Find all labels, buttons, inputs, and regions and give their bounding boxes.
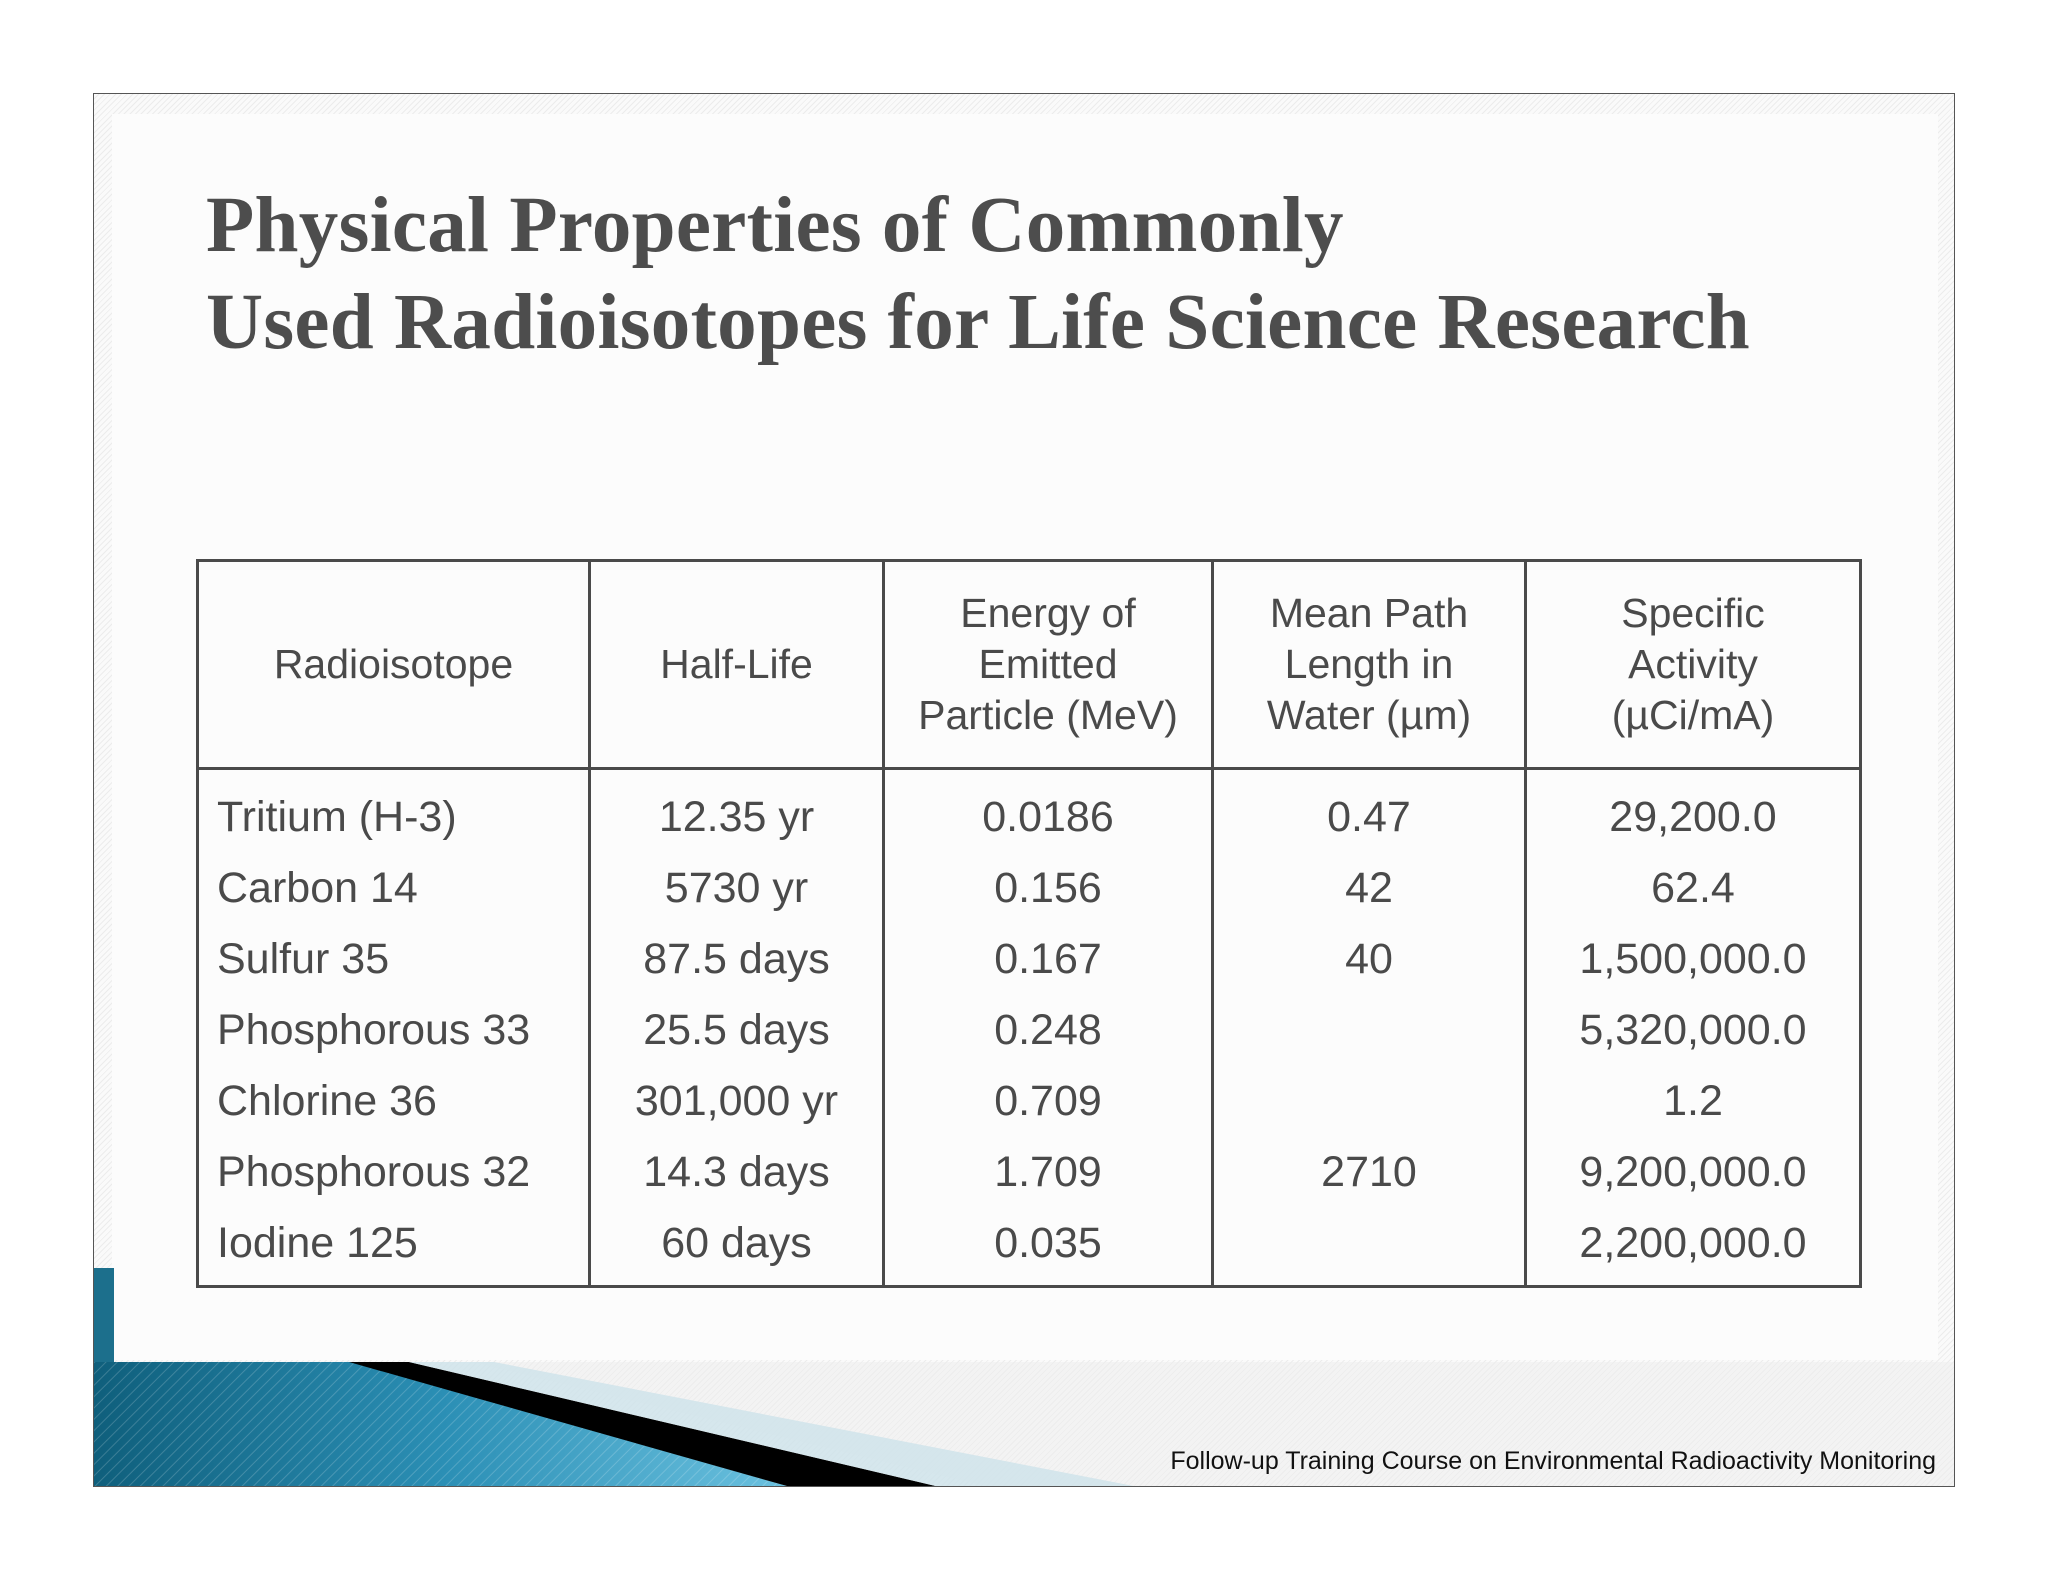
cell-radioisotope: Phosphorous 33 <box>196 995 591 1066</box>
column-header-mean-path: Mean Path Length in Water (µm) <box>1211 559 1527 770</box>
cell-half-life: 301,000 yr <box>588 1066 885 1137</box>
column-header-radioisotope: Radioisotope <box>196 559 591 770</box>
cell-mean-path <box>1211 1208 1527 1287</box>
cell-radioisotope: Phosphorous 32 <box>196 1137 591 1208</box>
table-row: Carbon 14 5730 yr 0.156 42 62.4 <box>196 853 1862 924</box>
cell-specific-activity: 29,200.0 <box>1524 768 1862 853</box>
cell-mean-path: 40 <box>1211 924 1527 995</box>
cell-energy: 1.709 <box>882 1137 1214 1208</box>
radioisotope-table: Radioisotope Half-Life Energy of Emitted P… <box>196 559 1862 1288</box>
cell-specific-activity: 62.4 <box>1524 853 1862 924</box>
cell-half-life: 87.5 days <box>588 924 885 995</box>
cell-radioisotope: Sulfur 35 <box>196 924 591 995</box>
table-row: Iodine 125 60 days 0.035 2,200,000.0 <box>196 1208 1862 1287</box>
cell-half-life: 5730 yr <box>588 853 885 924</box>
cell-energy: 0.156 <box>882 853 1214 924</box>
cell-mean-path: 2710 <box>1211 1137 1527 1208</box>
accent-pale-wedge <box>409 1362 1134 1486</box>
cell-half-life: 14.3 days <box>588 1137 885 1208</box>
cell-specific-activity: 1.2 <box>1524 1066 1862 1137</box>
cell-radioisotope: Iodine 125 <box>196 1208 591 1287</box>
table-row: Tritium (H-3) 12.35 yr 0.0186 0.47 29,20… <box>196 768 1862 853</box>
cell-half-life: 12.35 yr <box>588 768 885 853</box>
table-row: Sulfur 35 87.5 days 0.167 40 1,500,000.0 <box>196 924 1862 995</box>
cell-energy: 0.248 <box>882 995 1214 1066</box>
accent-light-band <box>94 1362 1954 1486</box>
footer-teal-corner <box>94 1268 114 1362</box>
cell-half-life: 60 days <box>588 1208 885 1287</box>
cell-specific-activity: 1,500,000.0 <box>1524 924 1862 995</box>
title-line-2: Used Radioisotopes for Life Science Rese… <box>206 279 1751 366</box>
title-line-1: Physical Properties of Commonly <box>206 182 1344 269</box>
cell-radioisotope: Tritium (H-3) <box>196 768 591 853</box>
cell-mean-path <box>1211 1066 1527 1137</box>
cell-energy: 0.709 <box>882 1066 1214 1137</box>
slide: Physical Properties of Commonly Used Rad… <box>93 93 1955 1487</box>
cell-half-life: 25.5 days <box>588 995 885 1066</box>
cell-mean-path <box>1211 995 1527 1066</box>
cell-radioisotope: Carbon 14 <box>196 853 591 924</box>
accent-black-wedge <box>349 1362 936 1486</box>
footer-caption: Follow-up Training Course on Environment… <box>1170 1447 1936 1475</box>
cell-mean-path: 0.47 <box>1211 768 1527 853</box>
column-header-energy: Energy of Emitted Particle (MeV) <box>882 559 1214 770</box>
cell-energy: 0.035 <box>882 1208 1214 1287</box>
table-row: Chlorine 36 301,000 yr 0.709 1.2 <box>196 1066 1862 1137</box>
column-header-half-life: Half-Life <box>588 559 885 770</box>
footer-decoration <box>94 1362 1954 1486</box>
table-body: Tritium (H-3) 12.35 yr 0.0186 0.47 29,20… <box>196 768 1862 1287</box>
cell-energy: 0.0186 <box>882 768 1214 853</box>
table-header: Radioisotope Half-Life Energy of Emitted P… <box>196 559 1862 770</box>
table-row: Phosphorous 32 14.3 days 1.709 2710 9,20… <box>196 1137 1862 1208</box>
header-row: Radioisotope Half-Life Energy of Emitted P… <box>196 559 1862 770</box>
cell-radioisotope: Chlorine 36 <box>196 1066 591 1137</box>
cell-energy: 0.167 <box>882 924 1214 995</box>
accent-teal-stripes <box>94 1362 788 1486</box>
column-header-specific-activity: Specific Activity (µCi/mA) <box>1524 559 1862 770</box>
table-row: Phosphorous 33 25.5 days 0.248 5,320,000… <box>196 995 1862 1066</box>
cell-specific-activity: 9,200,000.0 <box>1524 1137 1862 1208</box>
cell-specific-activity: 2,200,000.0 <box>1524 1208 1862 1287</box>
slide-title: Physical Properties of Commonly Used Rad… <box>206 177 1750 371</box>
cell-mean-path: 42 <box>1211 853 1527 924</box>
cell-specific-activity: 5,320,000.0 <box>1524 995 1862 1066</box>
